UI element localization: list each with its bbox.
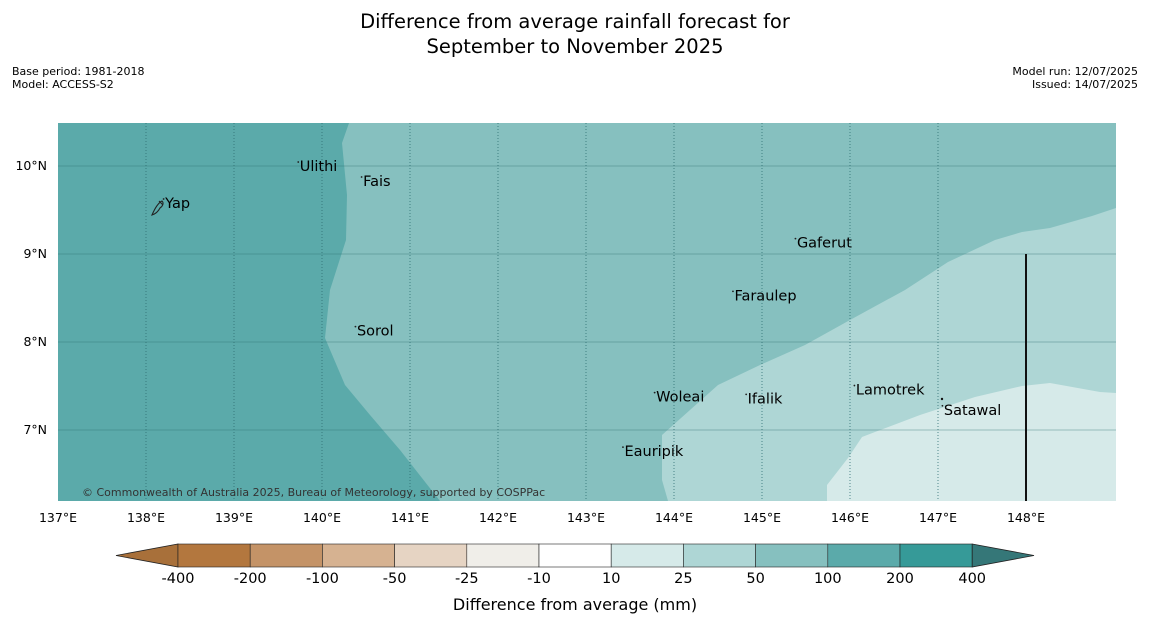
model-run: Model run: 12/07/2025	[1012, 65, 1138, 78]
island-marker	[162, 198, 165, 200]
island-marker	[354, 325, 357, 328]
island-label-lamotrek: Lamotrek	[856, 383, 925, 399]
lon-tick-label: 144°E	[655, 510, 693, 525]
colorbar-tick-label: 100	[814, 571, 842, 587]
island-label-eauripik: Eauripik	[624, 444, 683, 460]
colorbar-swatch	[177, 543, 251, 568]
grid-lines	[58, 123, 1116, 501]
lon-tick-label: 140°E	[303, 510, 341, 525]
colorbar-swatch	[683, 543, 756, 568]
lon-tick-label: 147°E	[919, 510, 957, 525]
island-dot	[940, 397, 944, 401]
island-label-woleai: Woleai	[656, 390, 704, 406]
island-label-yap: Yap	[164, 196, 190, 212]
lat-tick-label: 9°N	[23, 246, 47, 261]
colorbar-tick-label: -200	[234, 571, 267, 587]
colorbar-tick-label: -100	[306, 571, 339, 587]
island-marker	[732, 290, 734, 293]
colorbar-tick-label: 50	[746, 571, 764, 587]
island-marker	[297, 161, 300, 163]
island-label-satawal: Satawal	[944, 403, 1001, 419]
colorbar-under-arrow	[115, 543, 179, 568]
colorbar: -400 -200 -100 -50 -25 -10 10 25 50 100 200 400	[115, 543, 1035, 587]
colorbar-tick-label: -400	[162, 571, 195, 587]
longitude-ticks: 137°E 138°E 139°E 140°E 141°E 142°E 143°E 144°E…	[39, 510, 1045, 525]
lon-tick-label: 138°E	[127, 510, 165, 525]
colorbar-swatch	[755, 543, 829, 568]
model-name: Model: ACCESS-S2	[12, 78, 114, 91]
island-label-fais: Fais	[363, 174, 390, 190]
title-line-2: September to November 2025	[426, 35, 724, 58]
island-label-ifalik: Ifalik	[748, 391, 783, 407]
colorbar-tick-label: 25	[674, 571, 692, 587]
island-label-ulithi: Ulithi	[300, 159, 338, 175]
lon-tick-label: 145°E	[743, 510, 781, 525]
colorbar-swatch	[466, 543, 540, 568]
lon-tick-label: 148°E	[1007, 510, 1045, 525]
title-line-1: Difference from average rainfall forecas…	[360, 10, 790, 33]
colorbar-label: Difference from average (mm)	[453, 595, 697, 614]
colorbar-swatch	[610, 543, 684, 568]
lat-tick-label: 8°N	[23, 334, 47, 349]
lon-tick-label: 143°E	[567, 510, 605, 525]
colorbar-swatch	[827, 543, 901, 568]
lon-tick-label: 142°E	[479, 510, 517, 525]
colorbar-tick-label: -10	[527, 571, 551, 587]
copyright-notice: © Commonwealth of Australia 2025, Bureau…	[82, 486, 545, 499]
lat-tick-label: 10°N	[15, 158, 47, 173]
colorbar-tick-label: 400	[958, 571, 986, 587]
island-labels: Yap Ulithi Fais Gaferut Faraulep Sorol Lamotre…	[162, 159, 1001, 460]
colorbar-over-arrow	[971, 543, 1035, 568]
zone-100-200	[58, 123, 440, 501]
lon-tick-label: 139°E	[215, 510, 253, 525]
colorbar-tick-label: 10	[602, 571, 620, 587]
colorbar-tick-label: -25	[455, 571, 479, 587]
colorbar-tick-label: 200	[886, 571, 914, 587]
colorbar-swatch	[394, 543, 468, 568]
map-title: Difference from average rainfall forecas…	[0, 9, 1150, 59]
lon-tick-label: 146°E	[831, 510, 869, 525]
latitude-ticks: 10°N 9°N 8°N 7°N	[15, 158, 47, 437]
island-label-sorol: Sorol	[357, 324, 394, 340]
island-label-gaferut: Gaferut	[797, 236, 852, 252]
meta-left: Base period: 1981-2018 Model: ACCESS-S2	[12, 65, 144, 91]
island-marker	[941, 404, 944, 407]
colorbar-swatch	[538, 543, 612, 568]
colorbar-swatch	[249, 543, 323, 568]
colorbar-swatch	[322, 543, 395, 568]
island-label-faraulep: Faraulep	[734, 288, 796, 304]
island-marker	[794, 237, 797, 240]
island-marker	[853, 384, 856, 387]
lon-tick-label: 137°E	[39, 510, 77, 525]
colorbar-tick-label: -50	[383, 571, 407, 587]
island-marker	[745, 393, 748, 396]
map-area: © Commonwealth of Australia 2025, Bureau…	[58, 123, 1116, 501]
yap-island-outline	[151, 200, 164, 216]
colorbar-swatch	[899, 543, 973, 568]
lat-tick-label: 7°N	[23, 422, 47, 437]
meta-right: Model run: 12/07/2025 Issued: 14/07/2025	[1012, 65, 1138, 91]
issued-date: Issued: 14/07/2025	[1031, 78, 1138, 91]
island-marker	[653, 391, 656, 394]
lon-tick-label: 141°E	[391, 510, 429, 525]
island-marker	[622, 446, 624, 449]
base-period: Base period: 1981-2018	[12, 65, 145, 78]
zone-10-25	[827, 383, 1116, 501]
island-marker	[360, 176, 363, 178]
